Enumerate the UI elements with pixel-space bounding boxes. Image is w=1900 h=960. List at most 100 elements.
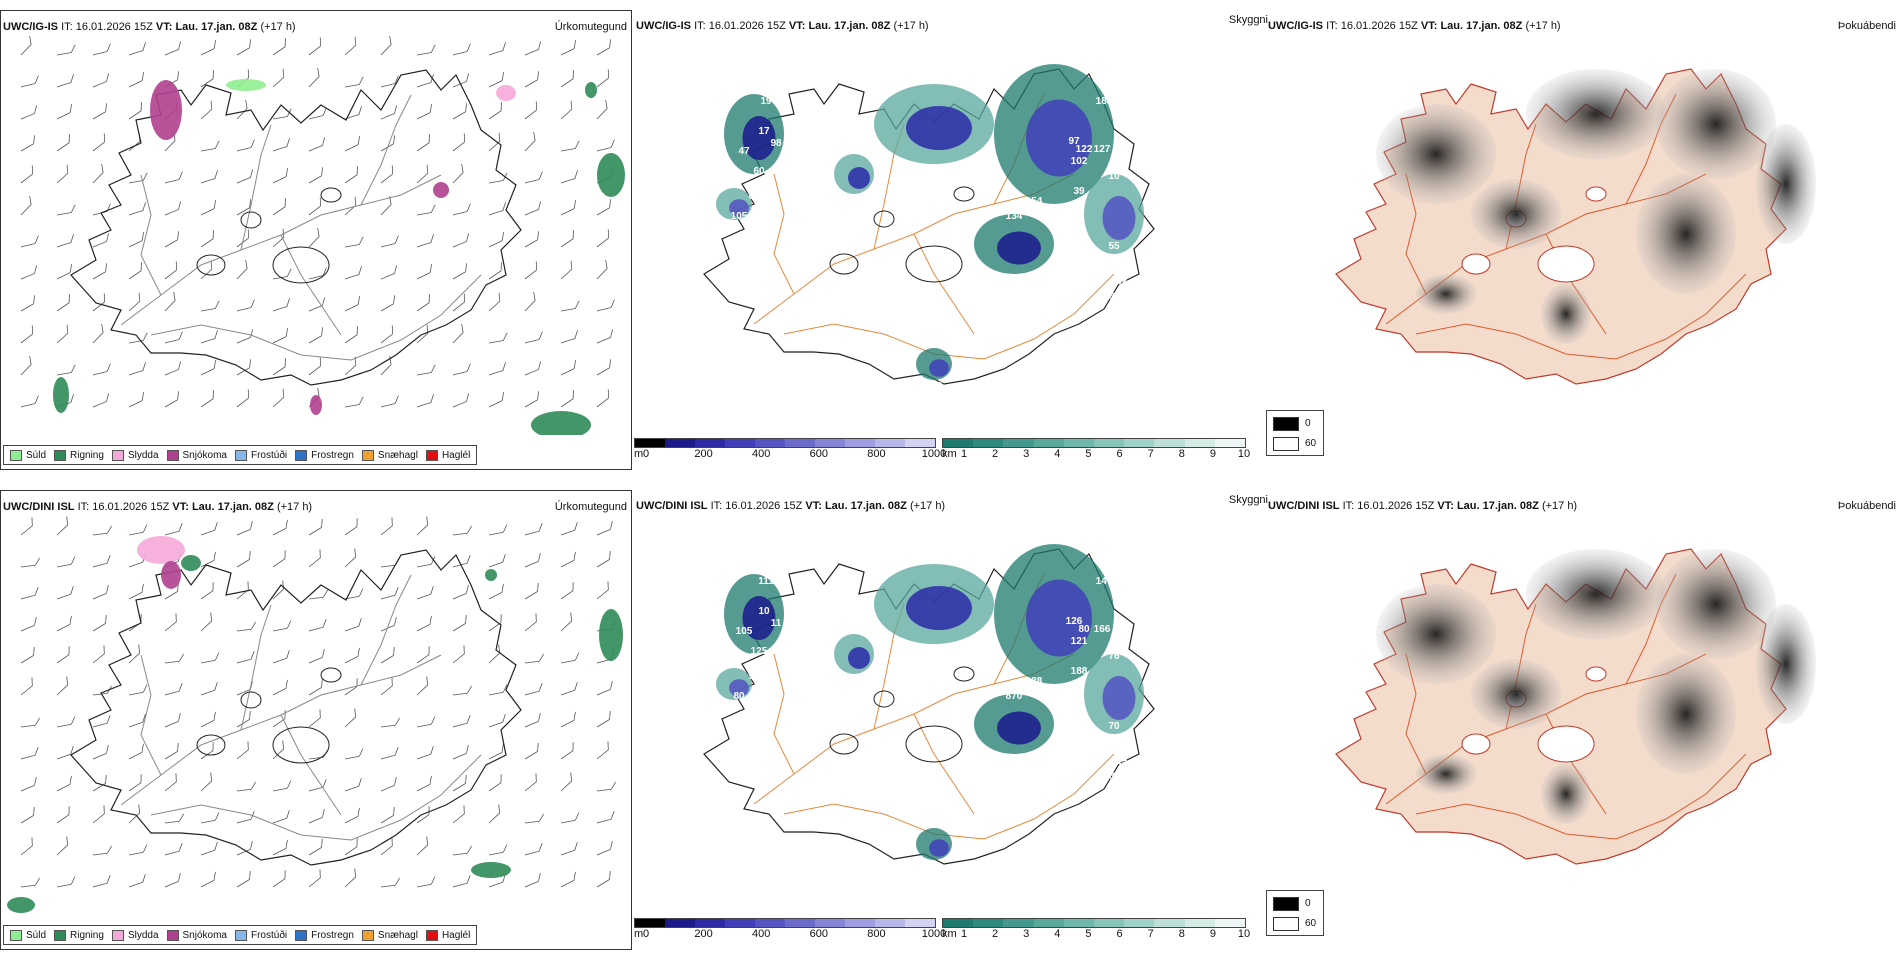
colorbar-segment (1214, 439, 1246, 447)
init-label: IT: (77, 501, 90, 513)
visibility-panel: UWC/IG-IS IT: 16.01.2026 15Z VT: Lau. 17… (634, 10, 1268, 470)
valid-label: VT: (172, 501, 189, 513)
legend-swatch (425, 449, 438, 461)
colorbar-segment (1184, 919, 1215, 927)
scale-tick-label: 400 (752, 448, 771, 460)
precip-map (20, 36, 625, 435)
visibility-value-label: 147 (1096, 576, 1113, 587)
glacier-outline (873, 690, 895, 708)
visibility-value-label: 98 (1103, 771, 1115, 782)
km-scale: km 1 2 3 4 5 6 7 8 9 10 (942, 918, 1250, 948)
glacier-outline (829, 733, 859, 755)
panel-title: Þokuábendi (1837, 500, 1896, 512)
colorbar-segment (1094, 439, 1125, 447)
colorbar-segment (635, 439, 665, 447)
init-label: IT: (710, 500, 723, 512)
legend-swatch (166, 449, 179, 461)
visibility-value-label: 125 (751, 646, 768, 657)
colorbar-segment (725, 439, 755, 447)
colorbar-segment (973, 439, 1004, 447)
visibility-value-label: 98 (770, 138, 782, 149)
scale-tick-label: 10 (1237, 448, 1251, 460)
legend-item: Slydda (111, 449, 159, 461)
legend-item: Frostregn (295, 449, 354, 461)
colorbar-segment (755, 439, 785, 447)
valid-label: VT: (805, 500, 822, 512)
colorbar-segment (1033, 439, 1064, 447)
valid-time: Lau. 17.jan. 08Z (1440, 20, 1523, 32)
legend-swatch (425, 929, 438, 941)
init-time: 16.01.2026 15Z (725, 500, 803, 512)
legend-swatch (54, 929, 67, 941)
visibility-value-label: 134 (1006, 211, 1023, 222)
low-visibility-areas (716, 544, 1144, 860)
valid-time: Lau. 17.jan. 08Z (175, 21, 258, 33)
scale-tick-label: 200 (694, 928, 713, 940)
colorbar-segment (875, 919, 905, 927)
legend-swatch (111, 929, 124, 941)
scale-tick-label: 800 (867, 448, 886, 460)
valid-time: Lau. 17.jan. 08Z (1456, 500, 1539, 512)
legend-item: Slydda (111, 929, 159, 941)
legend-label: Snjókoma (182, 929, 227, 941)
colorbar-segment (1154, 919, 1185, 927)
legend-swatch (10, 449, 22, 461)
fog-legend: 0 60 (1266, 410, 1324, 456)
colorbar-segment (1214, 919, 1246, 927)
colorbar-segment (755, 919, 785, 927)
panel-header: UWC/IG-IS IT: 16.01.2026 15Z VT: Lau. 17… (3, 21, 296, 33)
init-label: IT: (694, 20, 706, 32)
lead-time: (+17 h) (893, 20, 929, 32)
legend-label: Haglél (441, 929, 471, 941)
scale-tick-label: 9 (1209, 448, 1216, 460)
glacier-outline (953, 186, 975, 202)
forecast-row-dini-isl: UWC/DINI ISL IT: 16.01.2026 15Z VT: Lau.… (0, 490, 1900, 960)
height-colorbar (634, 918, 936, 928)
legend-label: Haglél (441, 449, 471, 461)
visibility-value-label: 102 (1071, 156, 1088, 167)
precip-legend: Súld Rigning Slydda Snjókoma Frostúði Frostre… (3, 925, 478, 945)
visibility-value-label: 105 (731, 211, 748, 222)
legend-label: Súld (26, 929, 47, 941)
glacier-outline (905, 245, 963, 283)
colorbar-segment (905, 439, 935, 447)
legend-swatch (361, 449, 374, 461)
low-visibility-areas (716, 64, 1144, 380)
visibility-value-label: 89 (1103, 291, 1115, 302)
legend-swatch (10, 929, 22, 941)
glacier-outline (1537, 725, 1595, 763)
fog-low-label: 60 (1305, 918, 1317, 929)
km-unit: km (942, 928, 957, 940)
legend-label: Rigning (70, 929, 104, 941)
glacier-outline (196, 254, 226, 276)
init-label: IT: (61, 21, 73, 33)
visibility-value-label: 13 (928, 861, 940, 872)
panel-title: Skyggni (1228, 14, 1268, 26)
model-name: UWC/IG-IS (3, 21, 58, 33)
visibility-value-label: 102 (926, 381, 943, 392)
panel-title: Úrkomutegund (554, 21, 627, 33)
glacier-outline (196, 734, 226, 756)
legend-label: Súld (26, 449, 47, 461)
km-colorbar (942, 918, 1246, 928)
fog-high-label: 0 (1305, 418, 1311, 429)
visibility-value-label: 60 (753, 166, 765, 177)
visibility-value-label: 70 (1108, 721, 1120, 732)
coastline (70, 69, 522, 386)
scale-tick-label: 2 (992, 448, 999, 460)
scale-tick-label: 5 (1085, 928, 1092, 940)
model-name: UWC/DINI ISL (1268, 500, 1340, 512)
legend-swatch (166, 929, 179, 941)
init-time: 16.01.2026 15Z (75, 21, 153, 33)
visibility-value-label: 121 (1071, 636, 1088, 647)
scale-tick-label: 3 (1023, 448, 1030, 460)
wind-barbs (20, 516, 617, 888)
visibility-value-label: 80 (733, 691, 745, 702)
colorbar-segment (1124, 919, 1155, 927)
visibility-value-label: 19 (760, 96, 772, 107)
scale-tick-label: 400 (752, 928, 771, 940)
scale-tick-label: 8 (1178, 448, 1185, 460)
visibility-value-label: 127 (1094, 144, 1111, 155)
fog-high-swatch (1273, 897, 1299, 911)
